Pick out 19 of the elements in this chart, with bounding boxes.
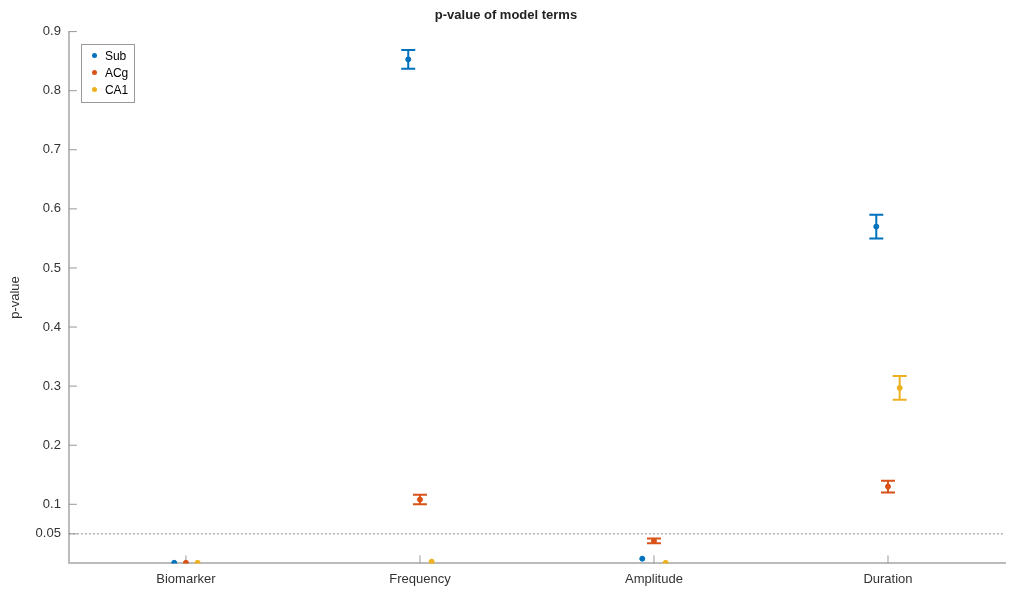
y-tick-label: 0.3 (42, 377, 61, 393)
y-tick-label: 0.1 (42, 495, 61, 511)
legend-label: CA1 (103, 81, 129, 99)
x-tick-label: Biomarker (156, 570, 217, 586)
y-tick-label: 0.9 (42, 23, 61, 39)
y-tick-label: 0.5 (42, 259, 61, 275)
y-tick-label: 0.7 (42, 141, 61, 157)
x-tick-label: Duration (863, 570, 913, 586)
y-tick-label: 0.4 (42, 318, 61, 334)
y-tick-label: 0.05 (35, 525, 61, 541)
y-axis-title: p-value (7, 276, 23, 319)
y-tick-label: 0.2 (42, 436, 61, 452)
x-tick-label: Frequency (389, 570, 452, 586)
legend-label: Sub (103, 47, 128, 65)
chart-title: p-value of model terms (434, 7, 578, 23)
y-tick-label: 0.8 (42, 82, 61, 98)
x-tick-label: Amplitude (625, 570, 683, 586)
y-tick-label: 0.6 (42, 200, 61, 216)
legend-label: ACg (103, 64, 129, 82)
